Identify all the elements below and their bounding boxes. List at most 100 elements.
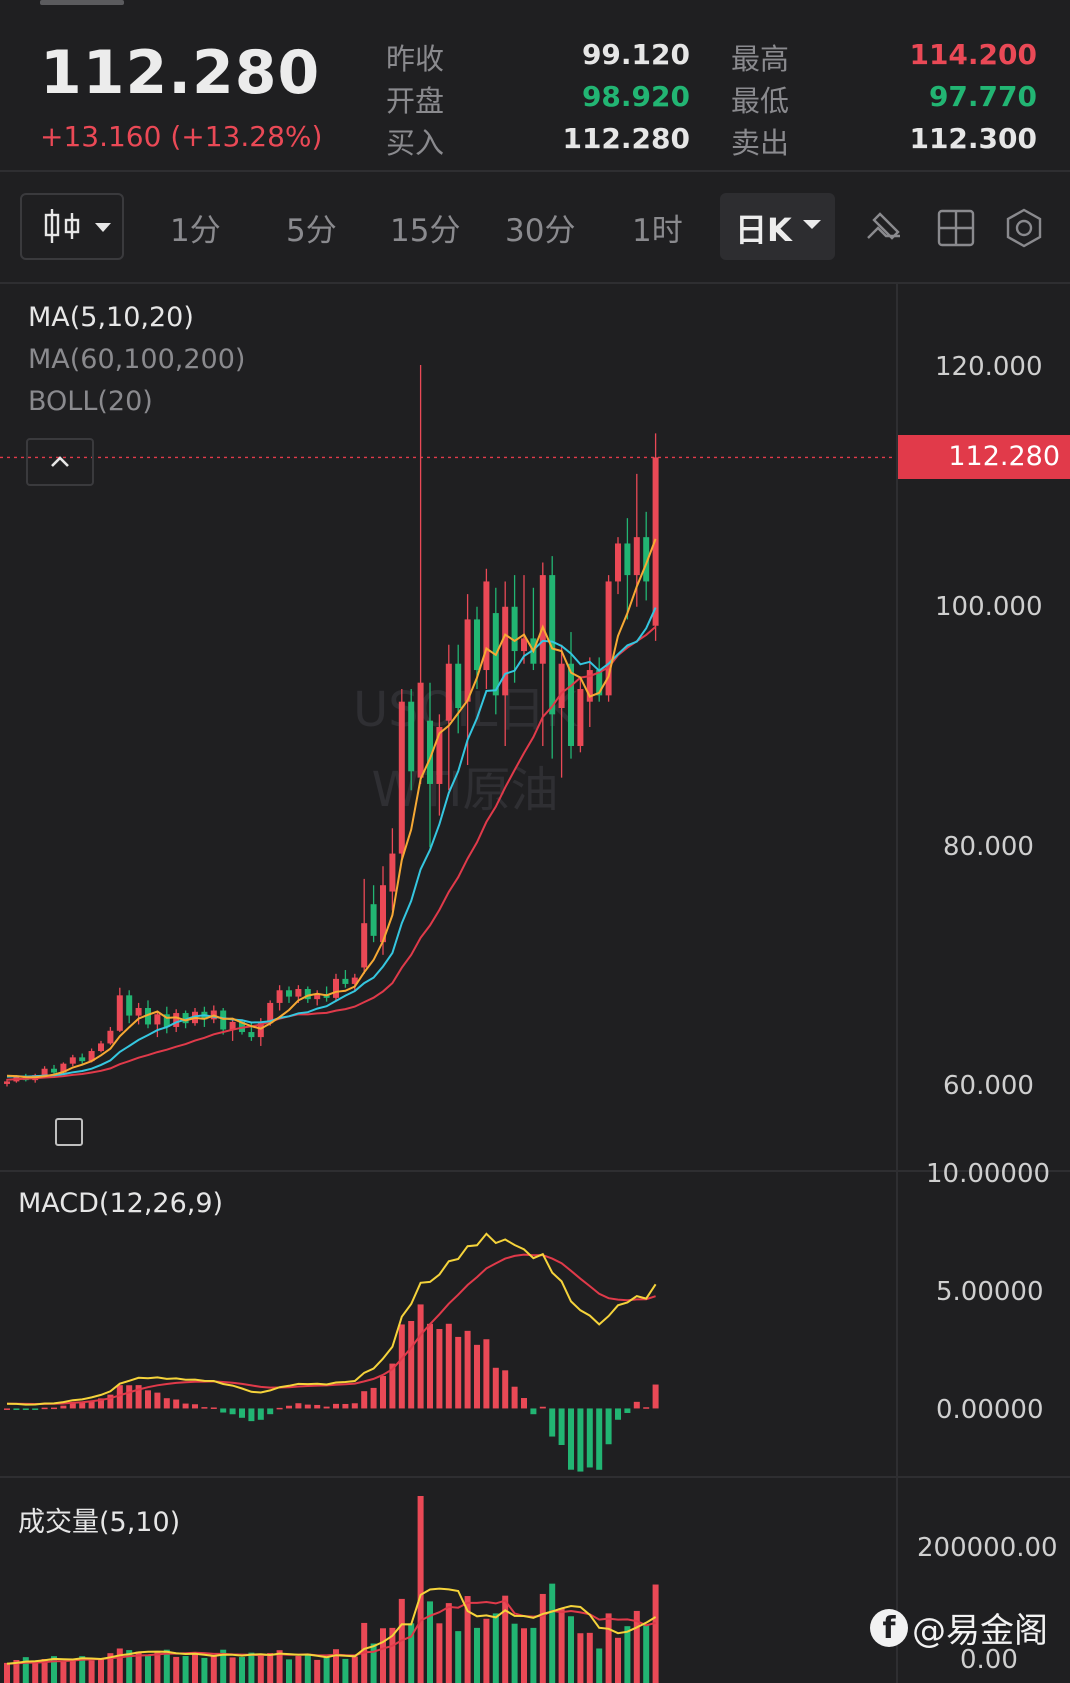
volume-bar [69, 1658, 76, 1683]
macd-histogram-bar [239, 1408, 245, 1418]
drag-handle[interactable] [40, 0, 124, 5]
macd-histogram-bar [276, 1407, 283, 1410]
volume-ma5-line [6, 1587, 657, 1665]
macd-histogram-bar [173, 1399, 180, 1409]
candle [276, 985, 283, 1011]
volume-bar [643, 1625, 650, 1683]
macd-histogram-bar [163, 1398, 170, 1409]
candle [502, 581, 509, 746]
tab-daily[interactable]: 日K [720, 193, 835, 260]
macd-histogram-bar [98, 1398, 104, 1409]
tab-5min[interactable]: 5分 [286, 213, 337, 249]
candle [605, 575, 612, 702]
candle [436, 714, 443, 816]
volume-bar [389, 1627, 396, 1683]
volume-bar [220, 1649, 227, 1683]
volume-bar [342, 1658, 349, 1683]
candle-body [577, 689, 584, 746]
candle-body [79, 1057, 86, 1062]
divider [0, 170, 1070, 172]
chart-type-dropdown[interactable] [20, 193, 124, 260]
open-label: 开盘 [386, 84, 445, 118]
volume-bar [116, 1648, 123, 1683]
candle-body [351, 977, 358, 984]
volume-bar [60, 1661, 67, 1683]
ma-long-indicator-label[interactable]: MA(60,100,200) [28, 344, 246, 375]
candle-body [445, 663, 452, 721]
candle [4, 1078, 10, 1087]
volume-bar [98, 1658, 104, 1683]
macd-histogram-bar [502, 1370, 509, 1409]
volume-bar [304, 1653, 311, 1683]
macd-dea-line [6, 1253, 656, 1406]
macd-indicator-label[interactable]: MACD(12,26,9) [18, 1188, 224, 1219]
macd-chart[interactable] [0, 1172, 896, 1476]
high-label: 最高 [731, 42, 790, 76]
macd-histogram-bar [408, 1320, 415, 1409]
candle [154, 1010, 161, 1038]
settings-hex-icon[interactable] [1004, 208, 1044, 248]
volume-chart[interactable] [0, 1478, 896, 1683]
volume-bar [267, 1653, 274, 1683]
macd-histogram-bar [295, 1403, 302, 1409]
candle-body [304, 989, 311, 1000]
tab-15min[interactable]: 15分 [390, 213, 461, 249]
macd-histogram-bar [605, 1408, 612, 1445]
overlay-checkbox[interactable] [55, 1118, 83, 1146]
candle-body [145, 1007, 151, 1025]
candle-body [51, 1068, 57, 1073]
bid-label: 买入 [386, 126, 445, 160]
candle-body [483, 581, 490, 671]
macd-histogram-bar [596, 1408, 603, 1470]
macd-histogram-bar [154, 1392, 161, 1409]
macd-histogram-bar [417, 1304, 424, 1409]
ma-indicator-label[interactable]: MA(5,10,20) [28, 302, 194, 333]
macd-histogram-bar [192, 1404, 198, 1409]
macd-histogram-bar [558, 1408, 565, 1445]
candle-body [624, 543, 631, 576]
draw-icon[interactable] [864, 208, 904, 248]
candle [286, 986, 292, 1003]
volume-indicator-label[interactable]: 成交量(5,10) [18, 1507, 181, 1538]
candle-body [276, 990, 283, 1003]
candle [483, 568, 490, 690]
grid-layout-icon[interactable] [936, 208, 976, 248]
price-tick: 120.000 [935, 352, 1043, 382]
candle-body [511, 606, 518, 652]
macd-histogram-bar [652, 1384, 659, 1409]
volume-bar [530, 1627, 537, 1683]
collapse-indicators-button[interactable] [26, 438, 94, 486]
volume-bar [248, 1652, 255, 1683]
boll-indicator-label[interactable]: BOLL(20) [28, 386, 153, 417]
tab-30min[interactable]: 30分 [505, 213, 576, 249]
volume-bar [145, 1654, 151, 1683]
macd-histogram-bar [427, 1323, 433, 1409]
candle [511, 575, 518, 683]
candle [79, 1053, 86, 1064]
volume-tick: 0.00 [960, 1645, 1018, 1675]
macd-histogram-bar [643, 1407, 650, 1409]
candle-body [267, 1002, 274, 1024]
candle [558, 644, 565, 778]
open-value: 98.920 [581, 80, 690, 113]
macd-histogram-bar [257, 1408, 264, 1420]
volume-bar [163, 1649, 170, 1683]
tab-1hour[interactable]: 1时 [632, 213, 683, 249]
candle-body [98, 1043, 104, 1052]
volume-bar [351, 1656, 358, 1683]
volume-bar [4, 1662, 10, 1683]
macd-histogram-bar [389, 1363, 396, 1409]
volume-bar [652, 1584, 659, 1683]
volume-bar [333, 1649, 339, 1683]
candlestick-chart[interactable] [0, 284, 896, 1170]
candle [445, 644, 452, 791]
candle-body [596, 670, 603, 696]
prev-close-value: 99.120 [581, 38, 690, 71]
candle-body [342, 978, 349, 984]
macd-histogram-bar [286, 1405, 292, 1409]
tab-1min[interactable]: 1分 [170, 213, 221, 249]
macd-histogram-bar [455, 1336, 462, 1409]
volume-bar [276, 1650, 283, 1683]
macd-histogram-bar [69, 1403, 76, 1409]
ask-value: 112.300 [909, 122, 1037, 155]
